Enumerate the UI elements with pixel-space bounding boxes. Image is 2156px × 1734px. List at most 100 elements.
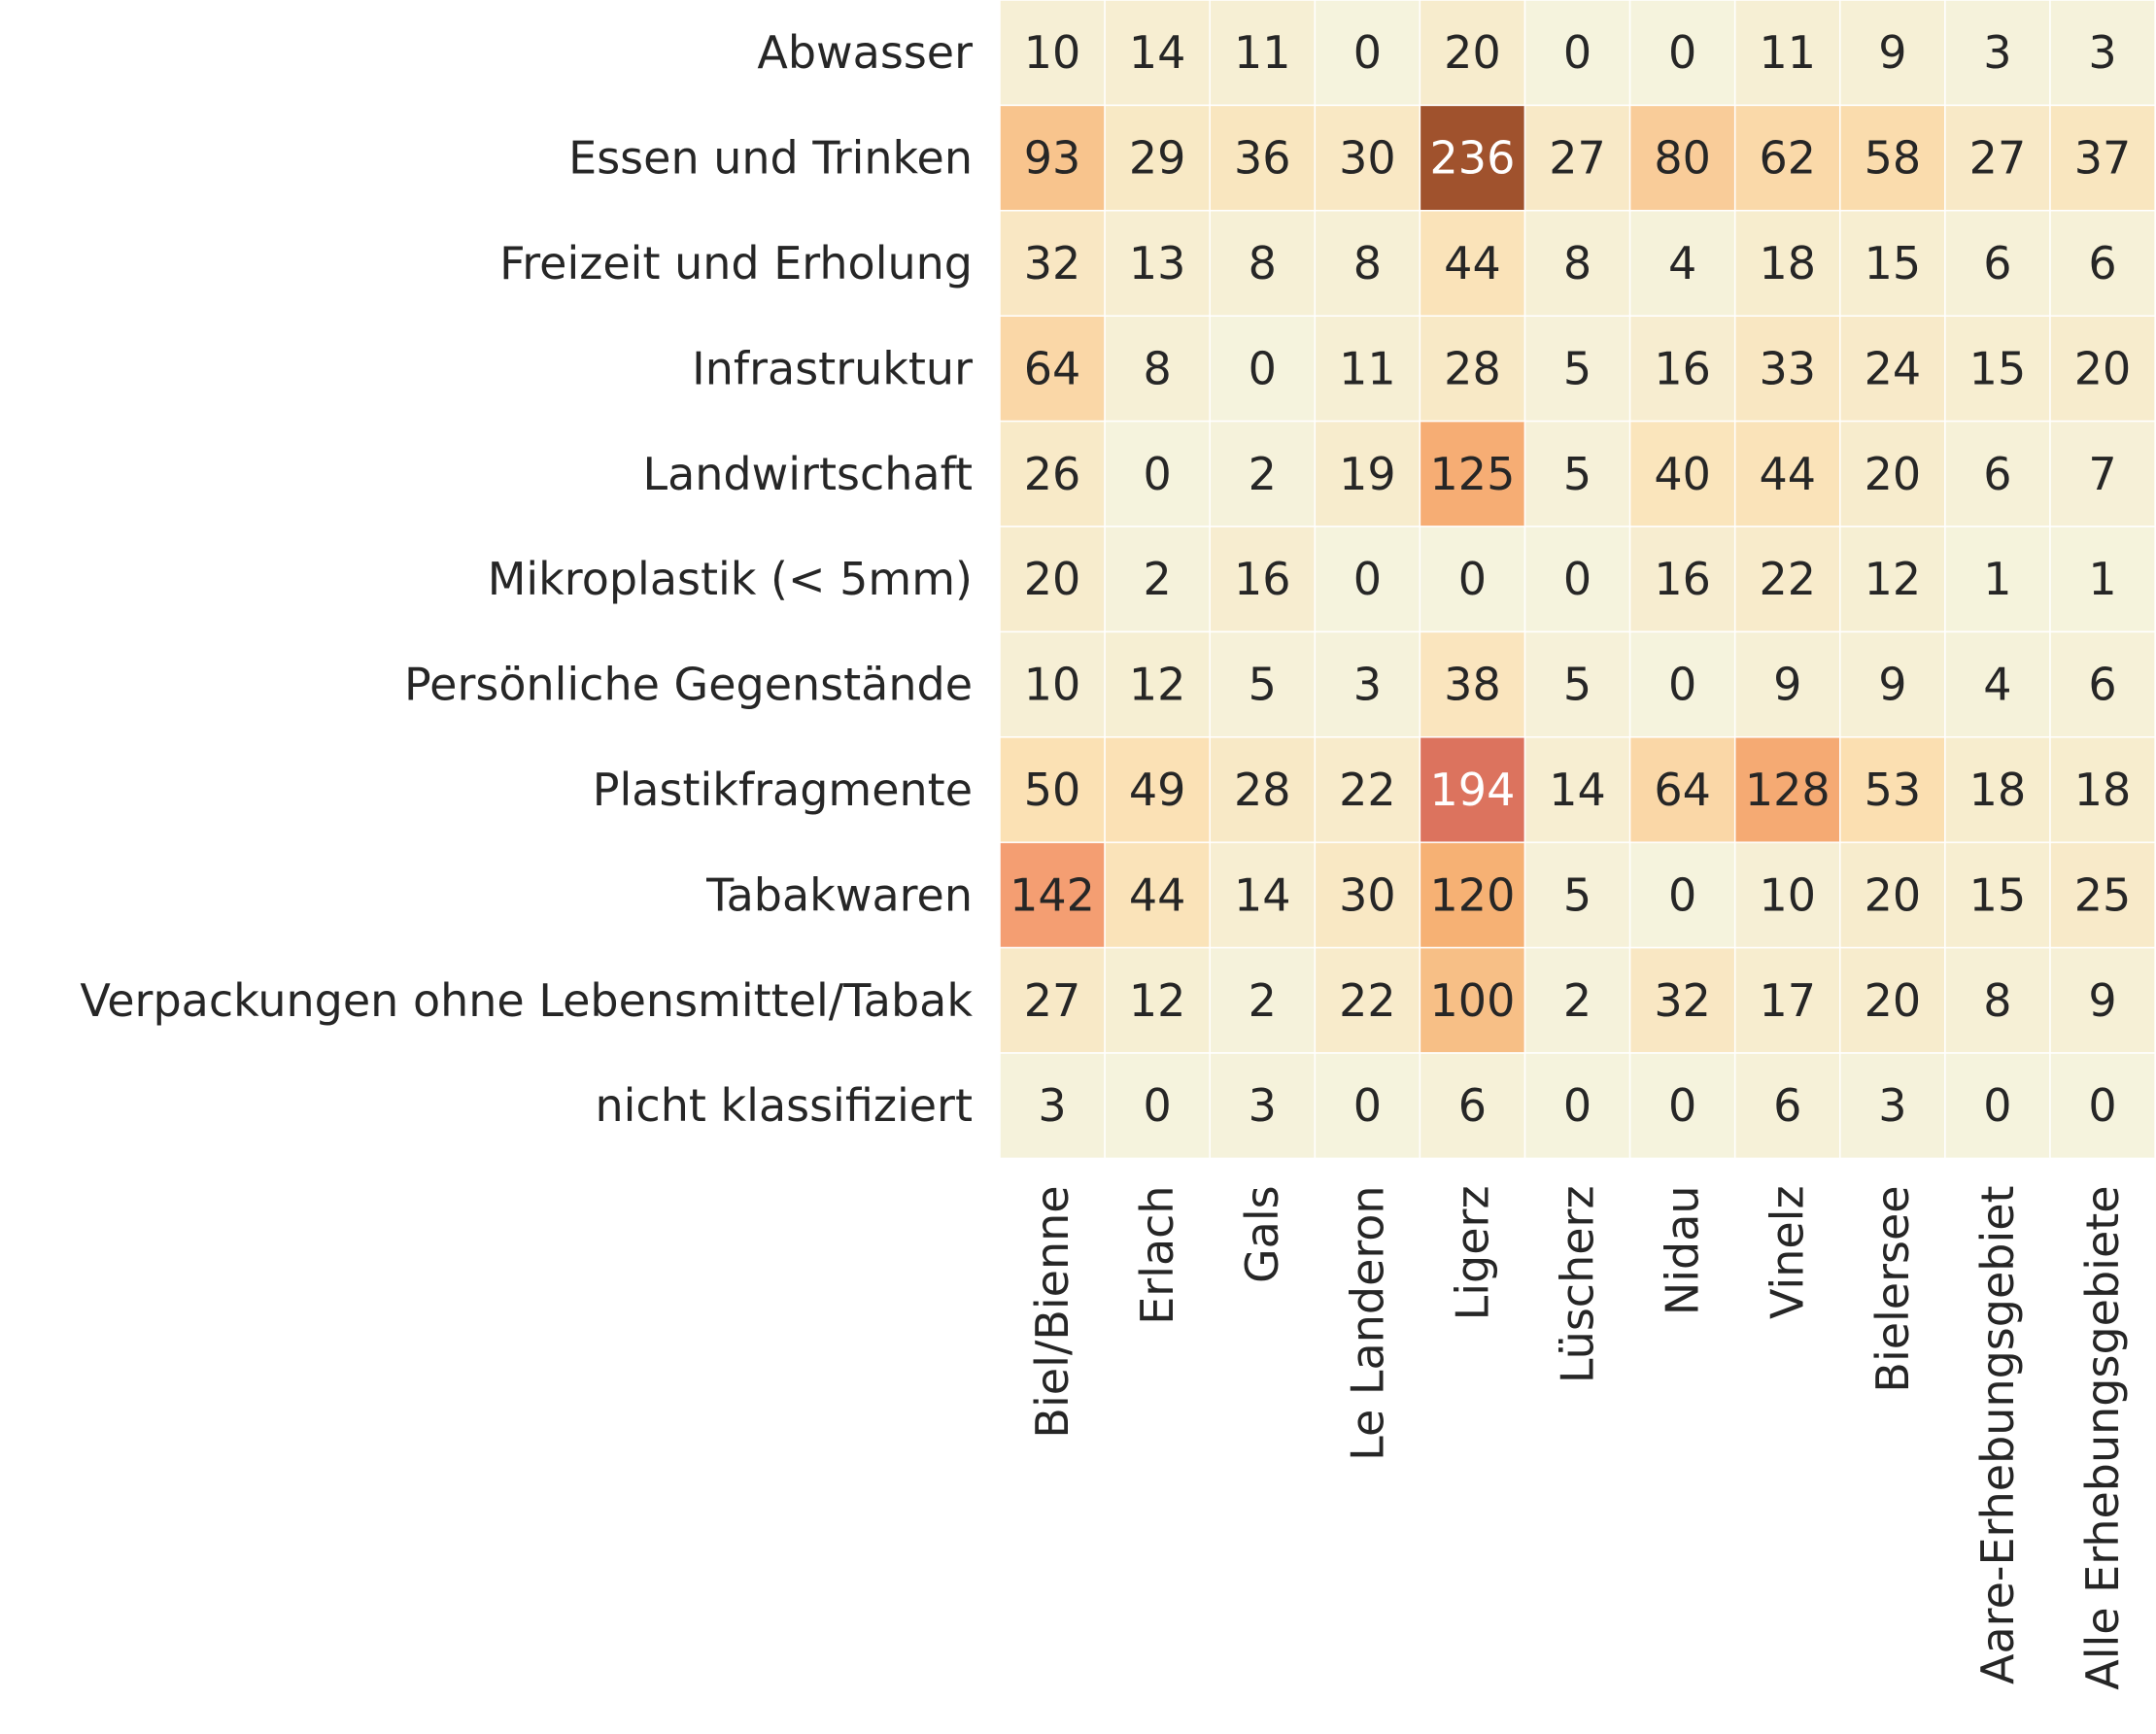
column-label: Bielersee: [1866, 1185, 1919, 1392]
cell-value-label: 44: [1759, 448, 1816, 500]
cell-value-label: 20: [1024, 553, 1081, 605]
heatmap-cell: [1104, 104, 1211, 212]
heatmap-cell: [1419, 0, 1526, 107]
cell-value-label: 44: [1444, 237, 1501, 289]
cell-value-label: 19: [1339, 448, 1396, 500]
cell-value-label: 28: [1234, 764, 1291, 816]
cell-value-label: 17: [1759, 974, 1816, 1027]
heatmap-cell: [999, 0, 1106, 107]
heatmap-cell: [1733, 736, 1841, 843]
row-label: Infrastruktur: [692, 342, 973, 394]
heatmap-cell: [1523, 0, 1631, 107]
heatmap-cell: [1944, 104, 2051, 212]
row-label: Essen und Trinken: [568, 132, 973, 185]
heatmap-cell: [1523, 736, 1631, 843]
heatmap-cell: [1314, 736, 1421, 843]
heatmap-cell: [1314, 420, 1421, 527]
heatmap-cell: [1314, 1052, 1421, 1160]
heatmap-cell: [1314, 104, 1421, 212]
heatmap-cell: [1104, 736, 1211, 843]
heatmap-cell: [1523, 946, 1631, 1054]
cell-value-label: 9: [2088, 974, 2116, 1027]
cell-value-label: 10: [1024, 659, 1081, 711]
column-label: Gals: [1236, 1185, 1288, 1283]
heatmap-cell: [1523, 210, 1631, 317]
row-label: Persönliche Gegenstände: [404, 659, 973, 711]
cell-value-label: 10: [1759, 868, 1816, 921]
cell-value-label: 2: [1144, 553, 1172, 605]
cell-value-label: 40: [1654, 448, 1711, 500]
row-label: Freizeit und Erholung: [499, 237, 973, 289]
column-labels: Biel/Bienne Erlach Gals Le Landeron Ligerz Lü…: [1026, 1185, 2129, 1689]
heatmap-cell: [1839, 1052, 1946, 1160]
cell-value-label: 0: [1353, 26, 1382, 79]
heatmap-cell: [1104, 526, 1211, 633]
cell-value-label: 64: [1654, 764, 1711, 816]
cell-value-label: 53: [1865, 764, 1922, 816]
heatmap-cell: [1209, 0, 1317, 107]
heatmap-cell: [1104, 210, 1211, 317]
cell-value-label: 27: [1024, 974, 1081, 1027]
heatmap-cell: [999, 946, 1106, 1054]
heatmap-cell: [2049, 210, 2156, 317]
heatmap-cell: [2049, 420, 2156, 527]
cell-value-label: 128: [1745, 764, 1831, 816]
cell-value-label: 24: [1865, 342, 1922, 394]
heatmap-cell: [1104, 630, 1211, 738]
heatmap-cell: [1314, 210, 1421, 317]
heatmap-cell: [1209, 630, 1317, 738]
heatmap-cell: [1944, 210, 2051, 317]
cell-value-label: 8: [1983, 974, 2011, 1027]
heatmap-cell: [1419, 630, 1526, 738]
cell-value-label: 20: [1444, 26, 1501, 79]
heatmap-cell: [2049, 526, 2156, 633]
cell-value-label: 14: [1234, 868, 1291, 921]
heatmap-cell: [1104, 0, 1211, 107]
heatmap-cell: [1314, 841, 1421, 949]
cell-value-label: 38: [1444, 659, 1501, 711]
cell-value-label: 0: [1353, 553, 1382, 605]
heatmap-cell: [1733, 630, 1841, 738]
cell-value-label: 0: [1563, 1079, 1591, 1132]
heatmap-cell: [1419, 736, 1526, 843]
heatmap-cell: [1839, 210, 1946, 317]
row-label: Abwasser: [757, 26, 973, 79]
cell-value-label: 5: [1563, 868, 1591, 921]
cell-value-label: 0: [1668, 1079, 1696, 1132]
cell-value-label: 15: [1865, 237, 1922, 289]
cell-value-label: 20: [1865, 868, 1922, 921]
cell-value-label: 12: [1129, 659, 1186, 711]
heatmap-cell: [1944, 1052, 2051, 1160]
heatmap-cell: [1944, 841, 2051, 949]
cell-value-label: 7: [2088, 448, 2116, 500]
cell-value-label: 0: [1668, 868, 1696, 921]
cell-value-label: 16: [1234, 553, 1291, 605]
cell-value-label: 0: [1668, 659, 1696, 711]
heatmap-cell: [1523, 1052, 1631, 1160]
cell-value-label: 9: [1773, 659, 1801, 711]
cell-value-label: 11: [1759, 26, 1816, 79]
row-labels: Abwasser Essen und Trinken Freizeit und Er…: [80, 26, 973, 1132]
cell-value-label: 3: [1353, 659, 1382, 711]
heatmap-cell: [999, 1052, 1106, 1160]
heatmap-cell: [1839, 946, 1946, 1054]
heatmap-cell: [1628, 1052, 1736, 1160]
heatmap-cell: [1733, 104, 1841, 212]
cell-value-label: 64: [1024, 342, 1081, 394]
heatmap-cell: [2049, 946, 2156, 1054]
cell-value-label: 26: [1024, 448, 1081, 500]
heatmap-cell: [999, 420, 1106, 527]
cell-value-label: 29: [1129, 132, 1186, 185]
heatmap-cell: [1104, 420, 1211, 527]
heatmap-cell: [1523, 104, 1631, 212]
heatmap-cell: [2049, 104, 2156, 212]
cell-value-label: 27: [1969, 132, 2027, 185]
heatmap-cell: [999, 210, 1106, 317]
cell-value-label: 1: [2088, 553, 2116, 605]
heatmap-cell: [1733, 315, 1841, 423]
heatmap-cell: [2049, 736, 2156, 843]
heatmap-cell: [1733, 210, 1841, 317]
heatmap-cell: [1944, 315, 2051, 423]
heatmap-cell: [1944, 0, 2051, 107]
cell-value-label: 20: [2074, 342, 2132, 394]
